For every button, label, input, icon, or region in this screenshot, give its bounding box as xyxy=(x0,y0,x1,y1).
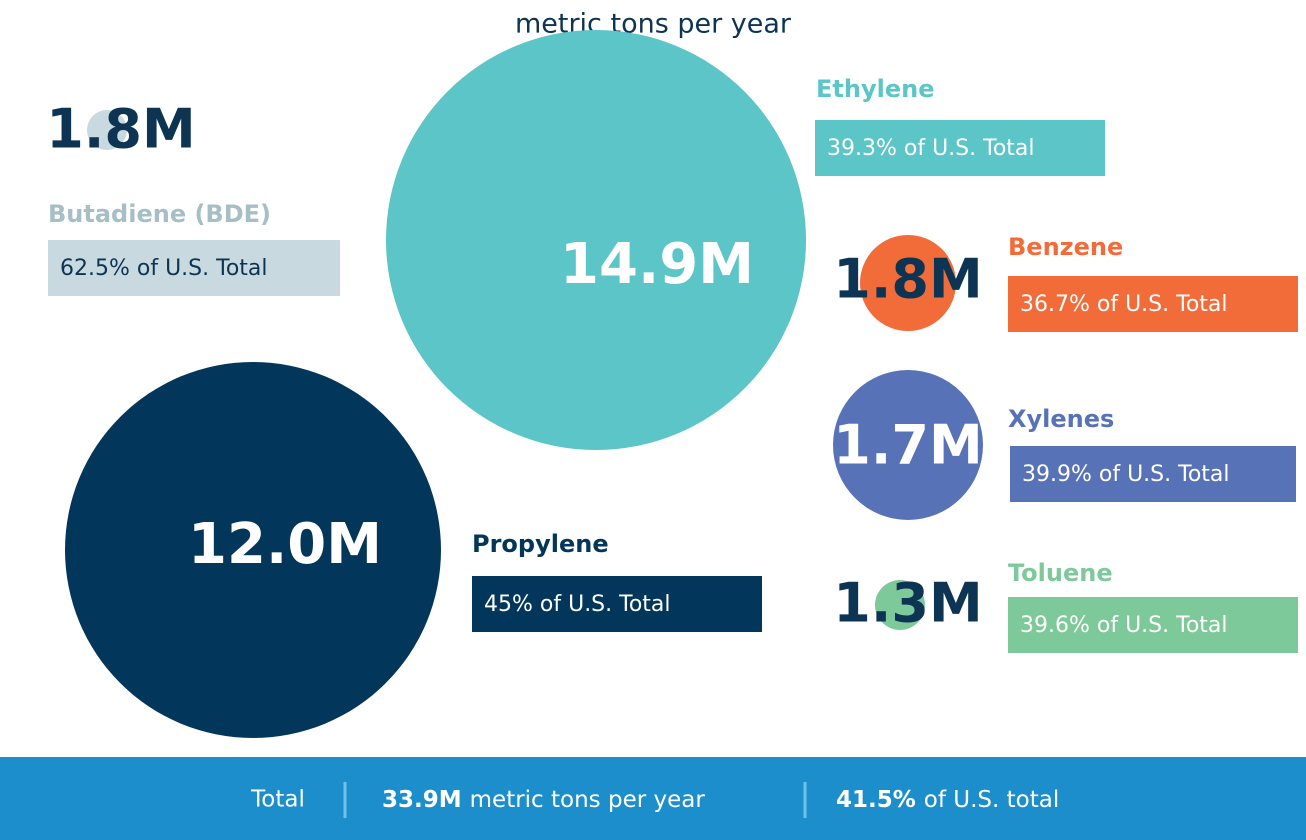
bubble xyxy=(875,580,925,630)
item-name: Xylenes xyxy=(1008,405,1114,433)
item-name: Toluene xyxy=(1008,559,1113,587)
footer-bar xyxy=(0,757,1306,840)
bubble xyxy=(860,235,956,331)
item-name: Propylene xyxy=(472,530,609,558)
bubble xyxy=(65,362,441,738)
share-box xyxy=(1008,276,1298,332)
share-box xyxy=(1008,597,1298,653)
amount: 1.8M xyxy=(833,248,982,311)
amount: 1.8M xyxy=(46,98,195,161)
share-box xyxy=(472,576,762,632)
item-name: Ethylene xyxy=(816,75,934,103)
share-box xyxy=(1010,446,1296,502)
footer-total: 33.9M metric tons per year xyxy=(382,787,705,813)
share-text: 45% of U.S. Total xyxy=(484,592,671,617)
share-text: of U.S. total xyxy=(924,787,1059,813)
amount: 14.9M xyxy=(560,232,754,297)
amount: 1.3M xyxy=(833,572,982,635)
amount: 1.7M xyxy=(833,414,982,477)
item-name: Benzene xyxy=(1008,233,1123,261)
share-box xyxy=(48,240,340,296)
total-unit: metric tons per year xyxy=(470,787,706,813)
share-box xyxy=(815,120,1105,176)
share-amount: 41.5% xyxy=(836,787,916,813)
bubble xyxy=(833,370,983,520)
bubble xyxy=(386,30,806,450)
footer-share: 41.5% of U.S. total xyxy=(836,787,1059,813)
share-text: 39.3% of U.S. Total xyxy=(827,136,1035,161)
footer-label: Total xyxy=(250,787,305,813)
share-text: 62.5% of U.S. Total xyxy=(60,256,268,281)
total-amount: 33.9M xyxy=(382,787,462,813)
bubble xyxy=(87,110,127,150)
amount: 12.0M xyxy=(188,512,382,577)
share-text: 39.6% of U.S. Total xyxy=(1020,613,1228,638)
share-text: 36.7% of U.S. Total xyxy=(1020,292,1228,317)
share-text: 39.9% of U.S. Total xyxy=(1022,462,1230,487)
item-name: Butadiene (BDE) xyxy=(48,200,271,228)
